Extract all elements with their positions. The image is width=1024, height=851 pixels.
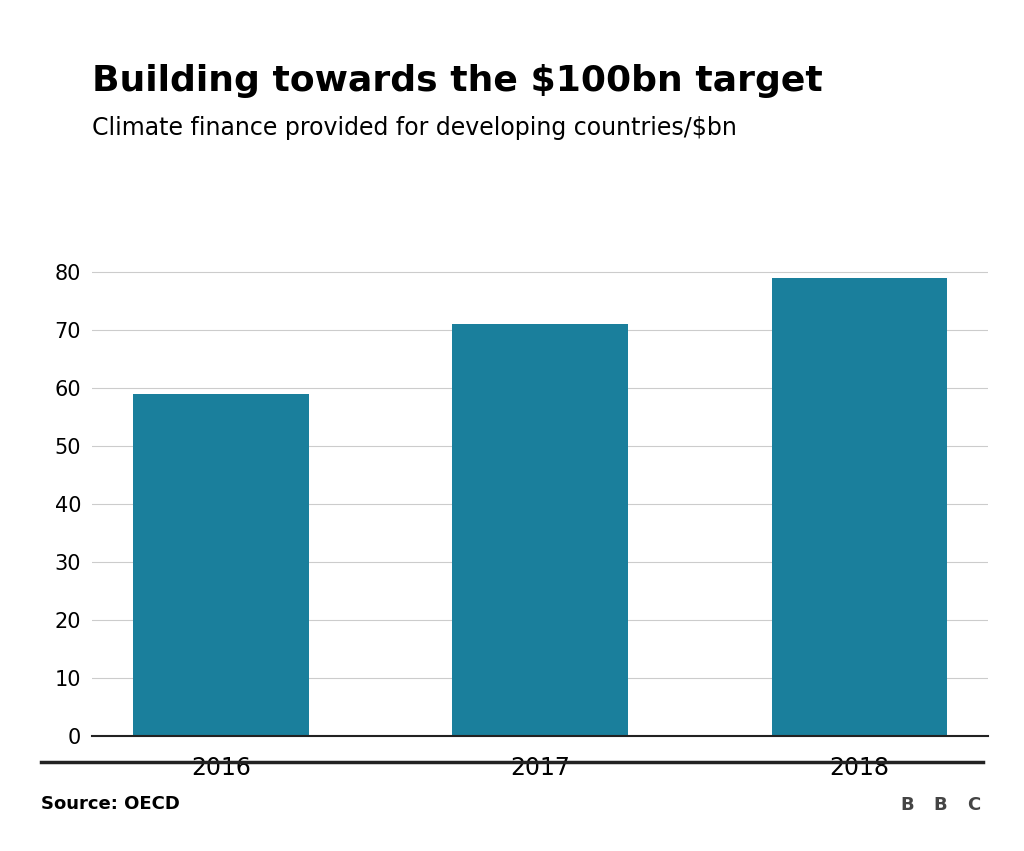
FancyBboxPatch shape	[958, 780, 988, 830]
FancyBboxPatch shape	[892, 780, 922, 830]
Bar	[772, 278, 947, 736]
Bar	[133, 394, 308, 736]
Text: Source: OECD: Source: OECD	[41, 795, 180, 814]
Text: Climate finance provided for developing countries/$bn: Climate finance provided for developing …	[92, 117, 737, 140]
Text: B: B	[933, 796, 947, 814]
FancyBboxPatch shape	[926, 780, 954, 830]
Bar	[453, 324, 628, 736]
Text: B: B	[900, 796, 913, 814]
Text: Building towards the $100bn target: Building towards the $100bn target	[92, 64, 823, 98]
Text: C: C	[967, 796, 980, 814]
